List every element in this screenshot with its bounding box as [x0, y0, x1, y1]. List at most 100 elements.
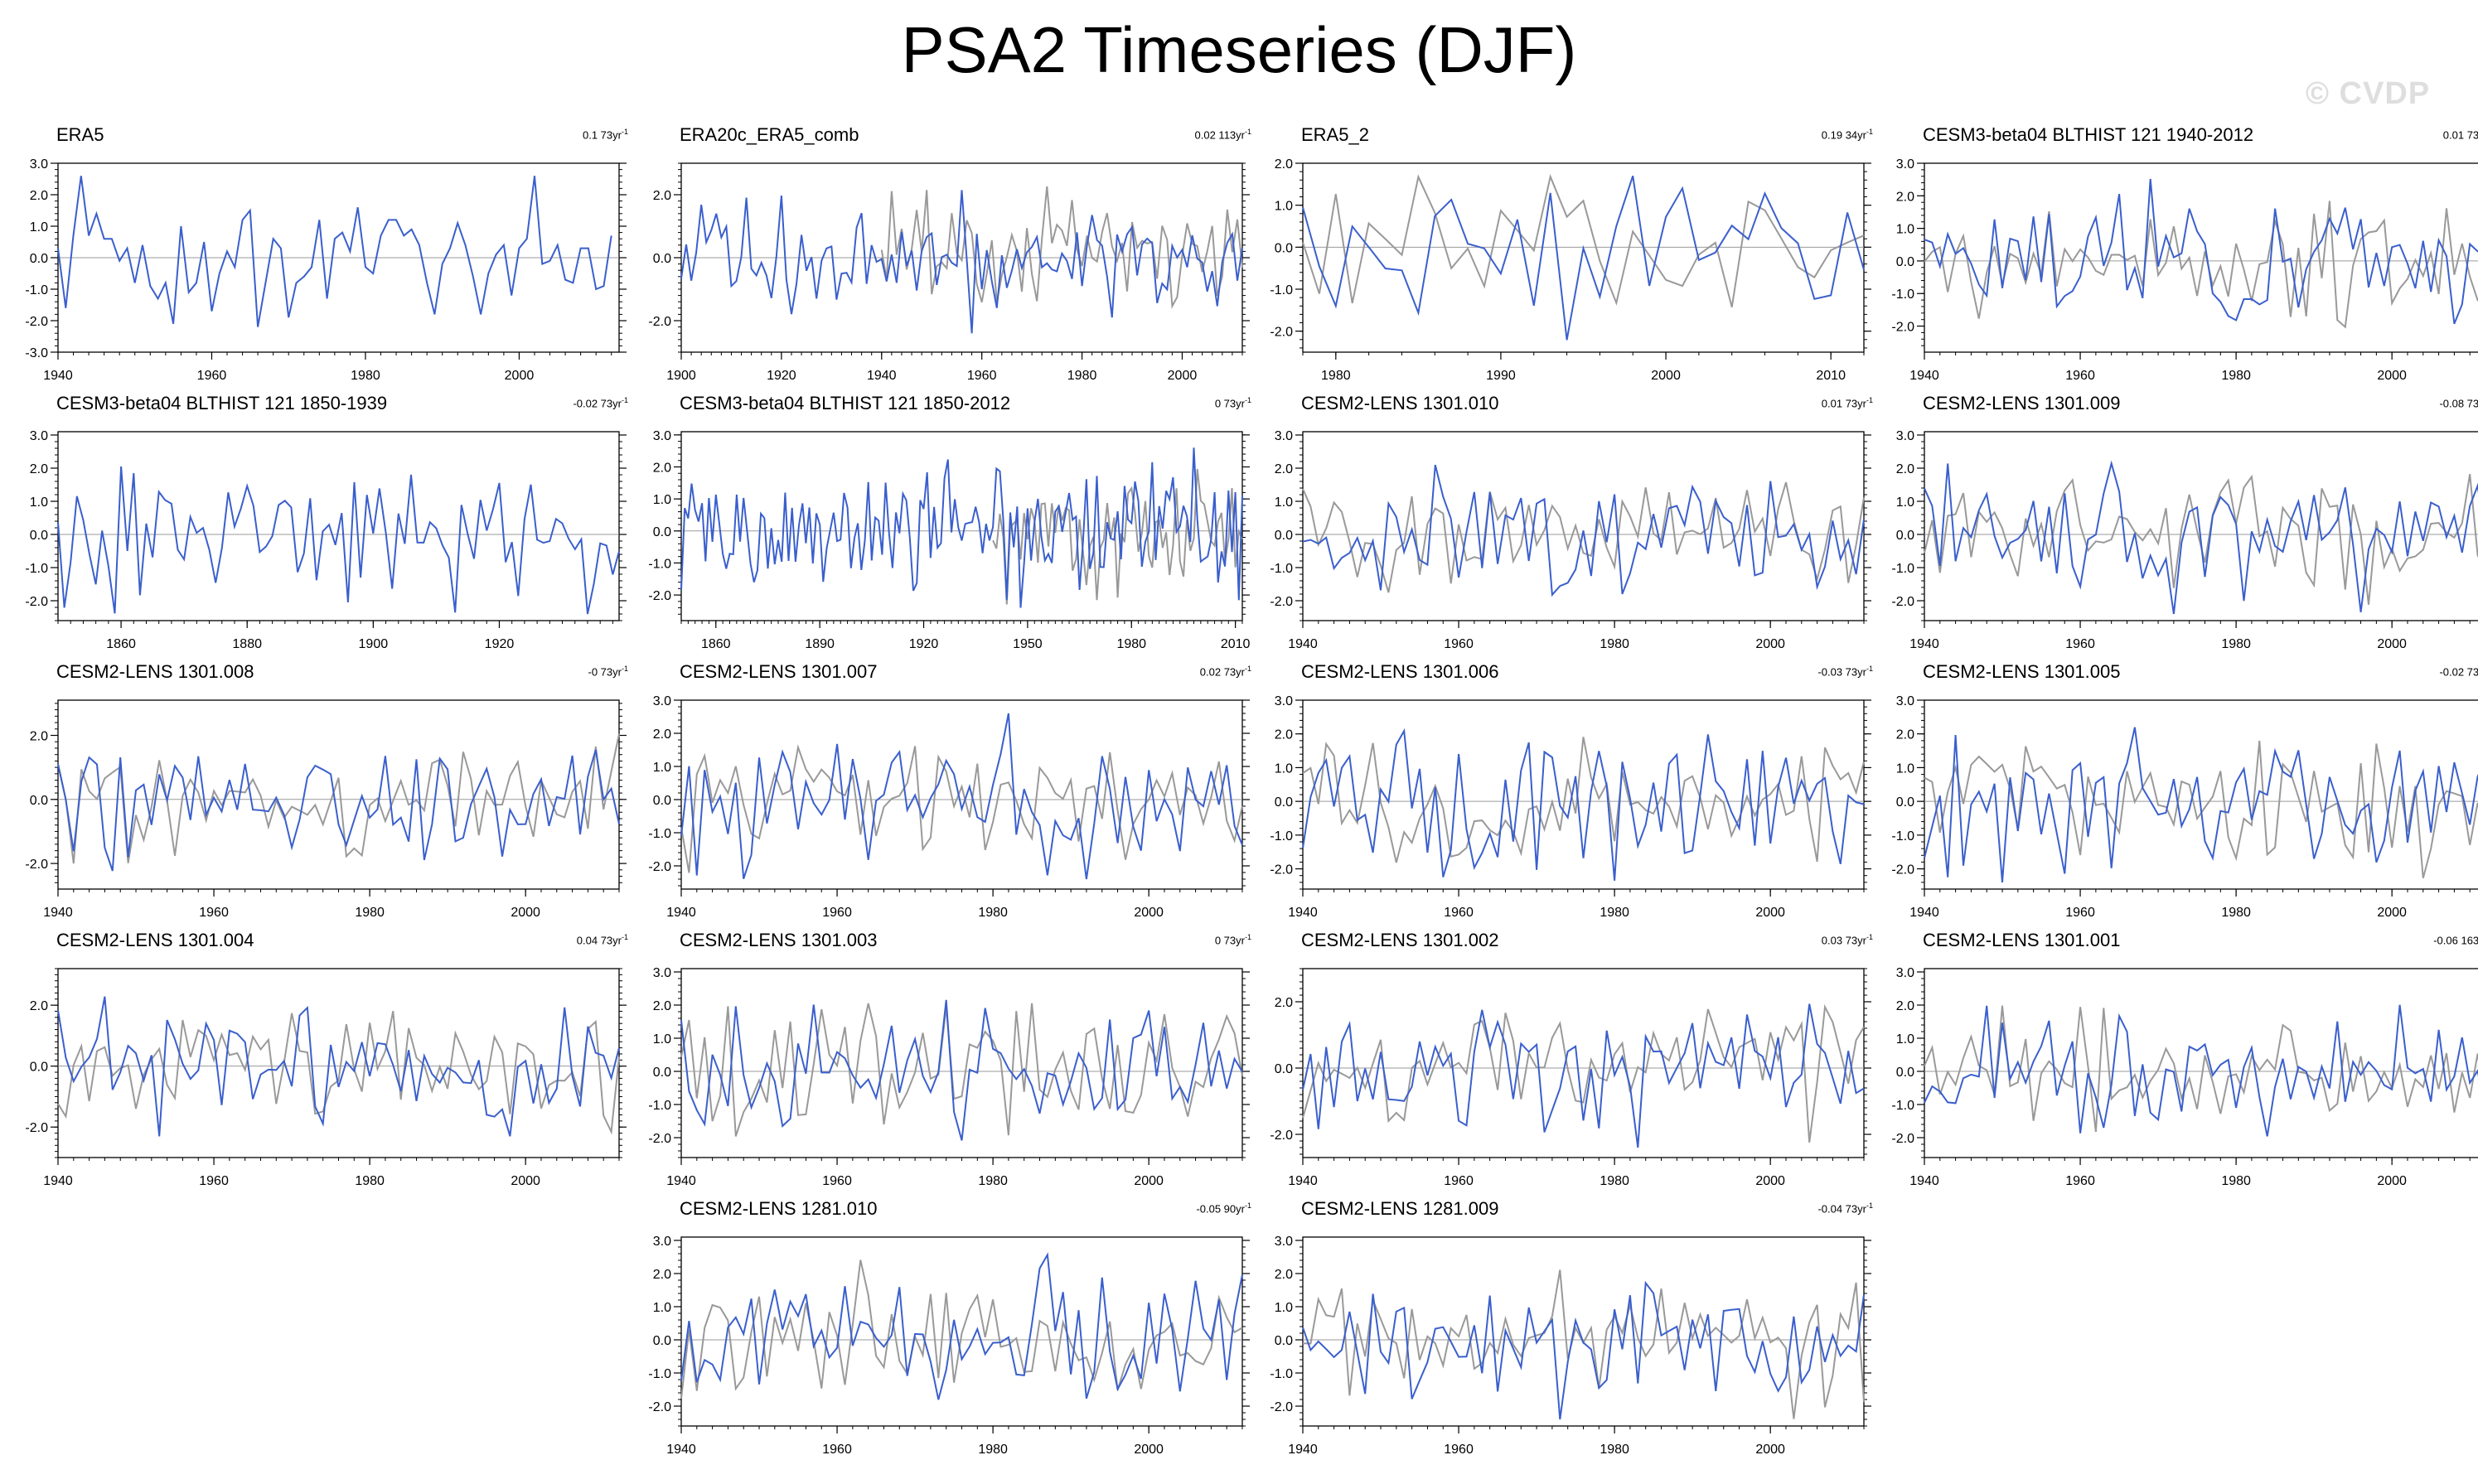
reference-series-line	[1302, 481, 1865, 593]
x-tick-label: 1980	[2221, 906, 2251, 920]
primary-series-line	[680, 1252, 1243, 1400]
y-tick-label: -2.0	[1891, 321, 1914, 335]
y-tick-label: -1.0	[1270, 829, 1293, 844]
y-tick-label: 1.0	[1275, 761, 1293, 776]
y-tick-label: 3.0	[653, 429, 671, 443]
y-tick-label: 2.0	[30, 189, 48, 203]
reference-series-line	[992, 468, 1243, 605]
y-tick-label: 0.0	[1896, 1066, 1914, 1080]
y-tick-label: 2.0	[653, 999, 671, 1013]
x-tick-label: 1880	[232, 637, 262, 651]
x-tick-label: 1940	[867, 369, 897, 383]
y-tick-label: 0.0	[653, 794, 671, 808]
x-tick-label: 1960	[2065, 637, 2095, 651]
y-tick-label: 0.0	[653, 525, 671, 539]
y-tick-label: 2.0	[653, 1268, 671, 1282]
y-tick-label: 1.0	[1896, 495, 1914, 510]
x-tick-label: 1940	[1288, 637, 1318, 651]
y-tick-label: 3.0	[653, 1235, 671, 1249]
trend-label: -0 73yr-1	[588, 665, 628, 679]
x-tick-label: 1990	[1486, 369, 1516, 383]
y-tick-label: 3.0	[1275, 1235, 1293, 1249]
y-tick-label: 0.0	[1275, 529, 1293, 543]
y-tick-label: 2.0	[30, 999, 48, 1013]
chart-panel: CESM3-beta04 BLTHIST 121 1850-1939 -0.02 …	[25, 393, 636, 651]
timeseries-plot: -2.0 -1.0 0.0 1.0 2.0 3.0 1940 1960 1980 2000	[648, 694, 1250, 920]
x-tick-label: 1940	[1288, 1443, 1318, 1457]
x-tick-label: 1940	[1909, 906, 1939, 920]
y-tick-label: -2.0	[648, 315, 671, 329]
trend-label: -0.05 90yr-1	[1196, 1201, 1251, 1216]
timeseries-plot: -2.0 -1.0 0.0 1.0 2.0 3.0 1940 1960 1980 2000	[1270, 429, 1871, 651]
reference-series-line	[680, 1259, 1243, 1399]
reference-series-line	[1302, 1269, 1865, 1419]
x-tick-label: 2000	[2377, 1174, 2407, 1188]
panel-title: ERA5_2	[1301, 124, 1369, 145]
trend-label: 0 73yr-1	[1214, 933, 1251, 947]
primary-series-line	[680, 713, 1243, 880]
x-tick-label: 1960	[967, 369, 997, 383]
y-tick-label: 2.0	[30, 730, 48, 744]
watermark: © CVDP	[2306, 76, 2431, 111]
reference-series-line	[57, 1011, 620, 1135]
timeseries-plot: -2.0 -1.0 0.0 1.0 2.0 3.0 1940 1960 1980 2000	[1891, 429, 2478, 651]
y-tick-label: 3.0	[30, 429, 48, 443]
primary-series-line	[1924, 727, 2478, 882]
y-tick-label: 3.0	[1275, 694, 1293, 708]
primary-series-line	[680, 999, 1243, 1141]
y-tick-label: 3.0	[30, 157, 48, 172]
y-tick-label: 0.0	[1275, 1062, 1293, 1076]
axes-frame	[1924, 699, 2478, 890]
panel-title: ERA20c_ERA5_comb	[680, 124, 859, 145]
x-tick-label: 2000	[511, 906, 540, 920]
x-tick-label: 1960	[2065, 906, 2095, 920]
y-tick-label: 3.0	[1896, 694, 1914, 708]
x-tick-label: 1980	[2221, 637, 2251, 651]
x-tick-label: 1950	[1013, 637, 1043, 651]
primary-series-line	[1924, 460, 2478, 615]
trend-label: -0.08 73yr-1	[2439, 397, 2478, 410]
y-tick-label: 2.0	[653, 727, 671, 742]
chart-panel: CESM2-LENS 1281.009 -0.04 73yr-1 -2.0 -1.0 0…	[1270, 1198, 1881, 1457]
x-tick-label: 2000	[1134, 1174, 1164, 1188]
y-tick-label: -2.0	[1270, 863, 1293, 877]
y-tick-label: 0.0	[653, 1066, 671, 1080]
timeseries-plot: -2.0 0.0 2.0 1900 1920 1940 1960 1980 2000	[648, 162, 1250, 383]
x-tick-label: 1980	[978, 906, 1008, 920]
reference-series-line	[680, 1003, 1243, 1137]
y-tick-label: -1.0	[25, 283, 48, 297]
timeseries-plot: -2.0 -1.0 0.0 1.0 2.0 1980 1990 2000 2010	[1270, 157, 1871, 383]
y-tick-label: -2.0	[25, 858, 48, 872]
x-tick-label: 1960	[822, 1174, 852, 1188]
x-tick-label: 1940	[1909, 1174, 1939, 1188]
y-tick-label: 0.0	[1275, 241, 1293, 255]
y-tick-label: 1.0	[653, 1301, 671, 1315]
trend-label: 0.19 34yr-1	[1821, 128, 1873, 142]
x-tick-label: 1900	[359, 637, 389, 651]
y-tick-label: 2.0	[1275, 157, 1293, 172]
panel-title: CESM2-LENS 1301.008	[56, 661, 254, 682]
x-tick-label: 2000	[1755, 1443, 1785, 1457]
x-tick-label: 1960	[199, 1174, 229, 1188]
timeseries-plot: -2.0 -1.0 0.0 1.0 2.0 3.0 1940 1960 1980 2000	[1891, 157, 2478, 383]
y-tick-label: -2.0	[25, 1121, 48, 1135]
chart-panel: CESM2-LENS 1301.003 0 73yr-1 -2.0 -1.0 0.0 1.…	[648, 930, 1260, 1188]
axes-frame	[1302, 1236, 1865, 1427]
axes-frame	[680, 699, 1243, 890]
x-tick-label: 1920	[767, 369, 796, 383]
chart-panel: CESM2-LENS 1301.008 -0 73yr-1 -2.0 0.0 2.0 19…	[25, 661, 636, 920]
x-tick-label: 1980	[1321, 369, 1351, 383]
y-tick-label: 3.0	[653, 966, 671, 980]
trend-label: -0.06 163yr-1	[2433, 934, 2478, 947]
y-tick-label: 3.0	[1275, 429, 1293, 443]
x-tick-label: 1960	[197, 369, 227, 383]
x-tick-label: 1900	[666, 369, 696, 383]
y-tick-label: 1.0	[1275, 495, 1293, 510]
x-tick-label: 1860	[701, 637, 731, 651]
x-tick-label: 1940	[43, 369, 73, 383]
x-tick-label: 1940	[1909, 637, 1939, 651]
primary-series-line	[1302, 175, 1865, 341]
panel-title: CESM3-beta04 BLTHIST 121 1850-1939	[56, 393, 388, 413]
timeseries-plot: -2.0 -1.0 0.0 1.0 2.0 3.0 1860 1890 1920 1950 1980…	[648, 429, 1250, 651]
y-tick-label: -1.0	[1270, 1367, 1293, 1381]
